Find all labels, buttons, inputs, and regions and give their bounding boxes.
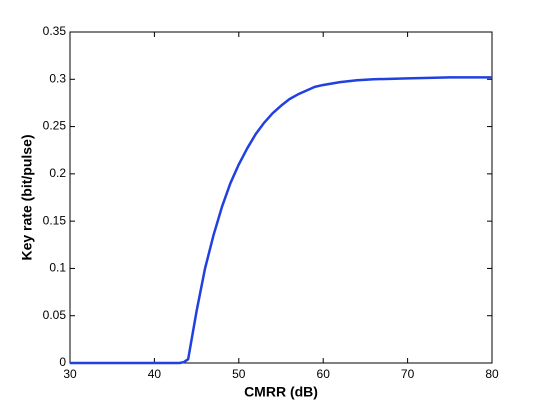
y-tick-label: 0 <box>59 355 66 369</box>
y-tick-label: 0.3 <box>49 71 66 85</box>
x-tick-label: 80 <box>485 367 499 381</box>
x-tick-label: 30 <box>63 367 77 381</box>
x-tick-label: 70 <box>401 367 415 381</box>
data-line <box>70 76 492 365</box>
y-axis-title: Key rate (bit/pulse) <box>19 134 35 260</box>
x-axis-title: CMRR (dB) <box>244 384 318 400</box>
y-tick-label: 0.05 <box>43 308 67 322</box>
x-tick-label: 60 <box>317 367 331 381</box>
x-tick-label: 40 <box>148 367 162 381</box>
y-tick-label: 0.25 <box>43 119 67 133</box>
y-tick-label: 0.35 <box>43 24 67 38</box>
plot-area <box>69 31 493 364</box>
x-tick-label: 50 <box>232 367 246 381</box>
y-tick-label: 0.2 <box>49 166 66 180</box>
y-tick-label: 0.15 <box>43 213 67 227</box>
y-tick-label: 0.1 <box>49 261 66 275</box>
